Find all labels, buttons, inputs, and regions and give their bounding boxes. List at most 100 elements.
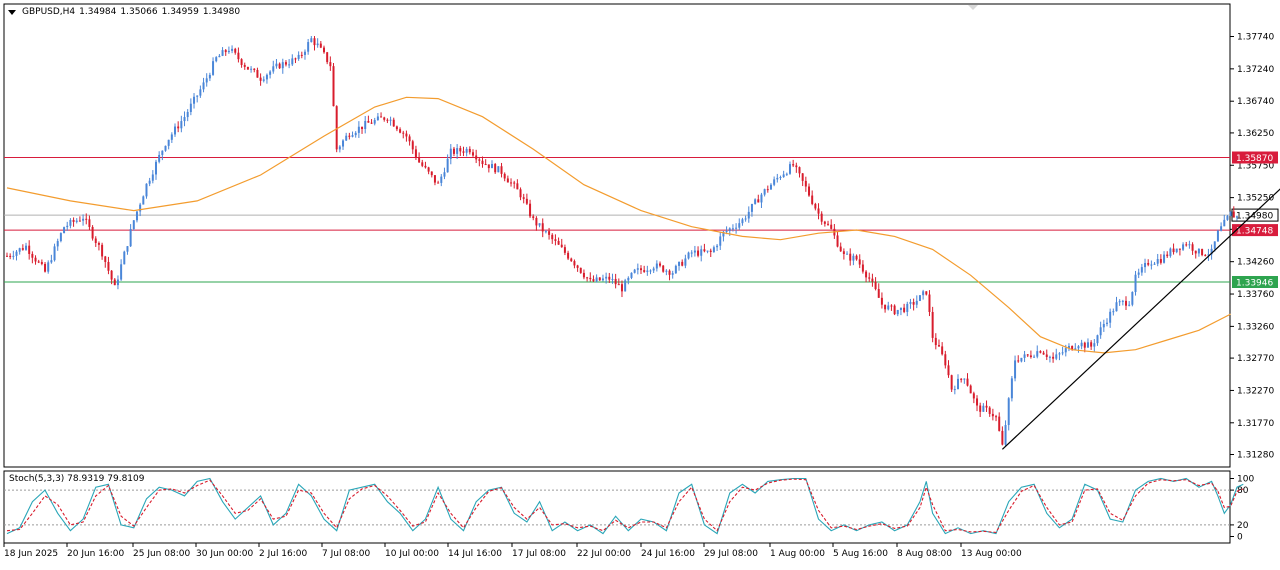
candle-bull xyxy=(1096,335,1099,344)
candle-bear xyxy=(598,277,601,281)
candle-bear xyxy=(1172,248,1175,253)
candle-bear xyxy=(903,307,906,312)
candle-bear xyxy=(1185,244,1188,246)
candle-bull xyxy=(1048,356,1051,358)
candle-bear xyxy=(925,291,928,295)
candle-bull xyxy=(706,250,709,252)
candle-bear xyxy=(97,242,100,245)
candle-bull xyxy=(735,227,738,229)
candle-bull xyxy=(231,48,234,51)
candle-bull xyxy=(170,134,173,140)
candle-bear xyxy=(801,173,804,181)
candle-bull xyxy=(250,68,253,70)
candle-bear xyxy=(487,164,490,169)
candle-bear xyxy=(516,183,519,190)
candle-bull xyxy=(69,219,72,226)
candle-bear xyxy=(817,208,820,214)
candle-bear xyxy=(433,175,436,183)
candle-bear xyxy=(884,304,887,310)
candle-bull xyxy=(196,95,199,97)
candle-bear xyxy=(332,66,335,107)
candle-bear xyxy=(421,162,424,166)
stochastic-label: Stoch(5,3,3) 78.9319 79.8109 xyxy=(9,474,145,484)
candle-bull xyxy=(167,139,170,146)
candle-bull xyxy=(776,177,779,180)
candle-bear xyxy=(72,219,75,222)
candle-bull xyxy=(186,111,189,118)
candle-bull xyxy=(129,229,132,247)
open-value: 1.34984 xyxy=(79,7,117,17)
candle-bear xyxy=(709,250,712,252)
candle-bull xyxy=(310,38,313,43)
candle-bear xyxy=(246,66,249,70)
candle-bear xyxy=(427,167,430,172)
candle-bear xyxy=(1083,342,1086,348)
candle-bull xyxy=(132,220,135,230)
candle-bear xyxy=(659,263,662,266)
candle-bear xyxy=(757,199,760,203)
candle-bear xyxy=(462,151,465,153)
candle-bear xyxy=(88,219,91,227)
y-tick-label: 1.31770 xyxy=(1237,419,1274,429)
candle-bull xyxy=(744,218,747,220)
candle-bear xyxy=(300,54,303,56)
dropdown-arrow-icon[interactable] xyxy=(8,9,16,15)
candle-bull xyxy=(1064,348,1067,353)
candle-bull xyxy=(12,255,15,257)
candle-bull xyxy=(722,231,725,237)
candle-bull xyxy=(25,245,28,250)
candle-bull xyxy=(1004,424,1007,445)
candle-bull xyxy=(151,174,154,181)
candle-bull xyxy=(852,255,855,261)
candle-bull xyxy=(690,252,693,254)
candle-bear xyxy=(868,277,871,279)
candle-bull xyxy=(50,260,53,263)
candle-bull xyxy=(1150,264,1153,266)
candle-bear xyxy=(589,277,592,280)
candle-bull xyxy=(291,58,294,65)
candle-bear xyxy=(513,182,516,184)
stoch-signal-line xyxy=(6,478,1244,533)
candle-bear xyxy=(849,253,852,261)
x-tick-label: 7 Jul 08:00 xyxy=(322,549,371,559)
candle-bear xyxy=(969,385,972,394)
candle-bear xyxy=(1166,254,1169,257)
candle-bull xyxy=(741,219,744,224)
candle-bull xyxy=(212,61,215,75)
candle-bear xyxy=(912,302,915,305)
candle-bear xyxy=(1026,354,1029,356)
candle-bull xyxy=(1086,342,1089,348)
price-tag-label: 1.35870 xyxy=(1236,154,1273,164)
candle-bear xyxy=(319,43,322,48)
candle-bear xyxy=(811,195,814,204)
candle-bull xyxy=(846,253,849,255)
candle-bear xyxy=(323,47,325,53)
candle-bear xyxy=(471,152,474,156)
candle-bear xyxy=(998,416,1001,431)
candle-bear xyxy=(950,375,953,390)
candles-group xyxy=(6,35,1238,447)
candle-bull xyxy=(1023,354,1026,358)
x-tick-label: 18 Jun 2025 xyxy=(4,549,58,559)
candle-bear xyxy=(253,68,256,70)
candle-bear xyxy=(481,160,484,165)
candle-bear xyxy=(94,238,97,243)
candle-bull xyxy=(373,120,376,124)
candle-bear xyxy=(459,148,462,152)
candle-bull xyxy=(82,218,85,221)
candle-bear xyxy=(418,157,421,163)
candle-bull xyxy=(303,51,306,55)
candle-bull xyxy=(208,74,211,79)
candle-bear xyxy=(966,378,969,386)
candle-bull xyxy=(649,270,652,272)
chart-header: GBPUSD,H4 1.34984 1.35066 1.34959 1.3498… xyxy=(8,7,240,17)
candle-bull xyxy=(1061,352,1064,354)
candle-bear xyxy=(383,117,386,120)
x-tick-label: 24 Jul 16:00 xyxy=(641,549,695,559)
candle-bear xyxy=(430,171,433,176)
candle-bear xyxy=(1147,263,1150,265)
candle-bear xyxy=(503,173,506,179)
candle-bull xyxy=(174,126,177,135)
